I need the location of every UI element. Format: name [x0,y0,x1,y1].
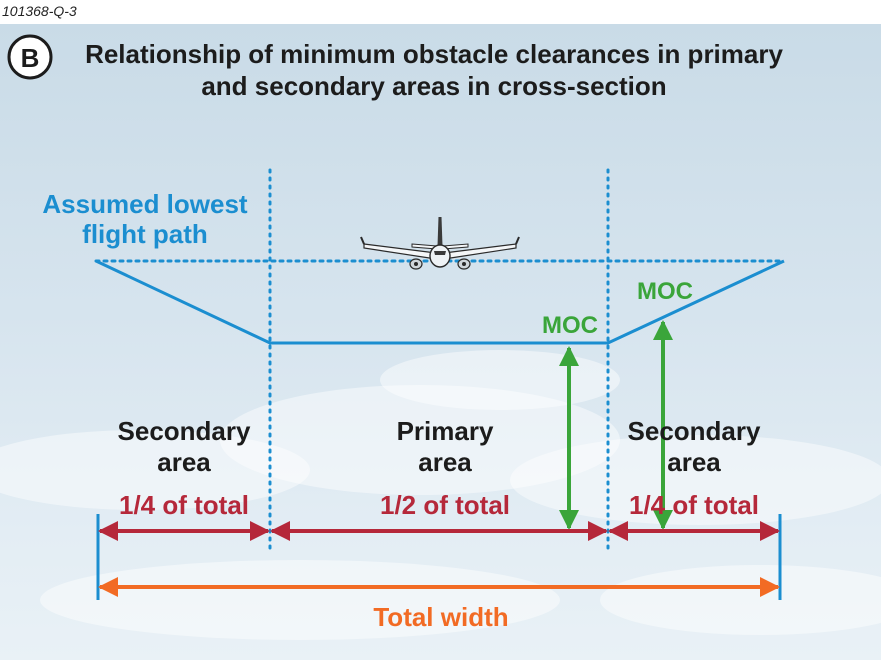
flight-path-label-line1: Assumed lowest [42,189,248,219]
total-width-label: Total width [373,602,508,632]
moc-primary-label: MOC [542,312,598,339]
area-left-name-line1: Secondary [118,416,251,446]
moc-secondary-label: MOC [637,278,693,305]
area-right-name-line2: area [667,447,721,477]
title-line1: Relationship of minimum obstacle clearan… [85,39,783,69]
airplane-icon [360,217,520,270]
badge-letter: B [21,43,40,73]
figure-id: 101368-Q-3 [2,3,77,19]
area-left-fraction: 1/4 of total [119,490,249,520]
title-badge: B [7,34,53,80]
figure-header: 101368-Q-3 [0,0,881,24]
flight-path-label-line2: flight path [82,219,208,249]
area-center-name-line1: Primary [397,416,494,446]
area-right-name-line1: Secondary [628,416,761,446]
area-left-name-line2: area [157,447,211,477]
area-right-fraction: 1/4 of total [629,490,759,520]
area-center-name-line2: area [418,447,472,477]
clearance-profile [95,259,785,345]
title-line2: and secondary areas in cross-section [201,71,666,101]
area-center-fraction: 1/2 of total [380,490,510,520]
